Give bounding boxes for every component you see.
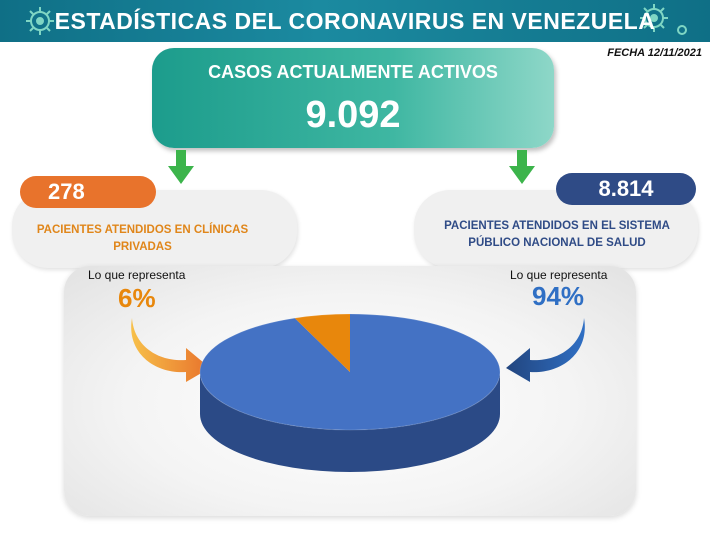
arrow-down-icon [509,150,535,184]
private-count-badge: 278 [20,176,156,208]
active-cases-box: CASOS ACTUALMENTE ACTIVOS 9.092 [152,48,554,148]
public-percent: 94% [532,281,585,311]
curved-arrow-icon [506,318,585,382]
private-represents-label: Lo que representa [88,268,186,282]
public-represents-label: Lo que representa [510,268,608,282]
page-title: ESTADÍSTICAS DEL CORONAVIRUS EN VENEZUEL… [54,8,656,34]
active-cases-value: 9.092 [305,94,401,136]
active-cases-label: CASOS ACTUALMENTE ACTIVOS [208,62,498,82]
public-patients-label: PACIENTES ATENDIDOS EN EL SISTEMA PÚBLIC… [444,220,670,249]
public-count-badge: 8.814 [556,173,696,205]
arrow-down-icon [168,150,194,184]
virus-icon [26,7,54,35]
header-banner [0,0,710,42]
private-percent: 6% [118,283,156,313]
curved-arrow-icon [131,318,210,382]
report-date: FECHA 12/11/2021 [607,47,702,59]
virus-icon [640,4,687,35]
private-patients-label: PACIENTES ATENDIDOS EN CLÍNICAS PRIVADAS [36,224,249,253]
